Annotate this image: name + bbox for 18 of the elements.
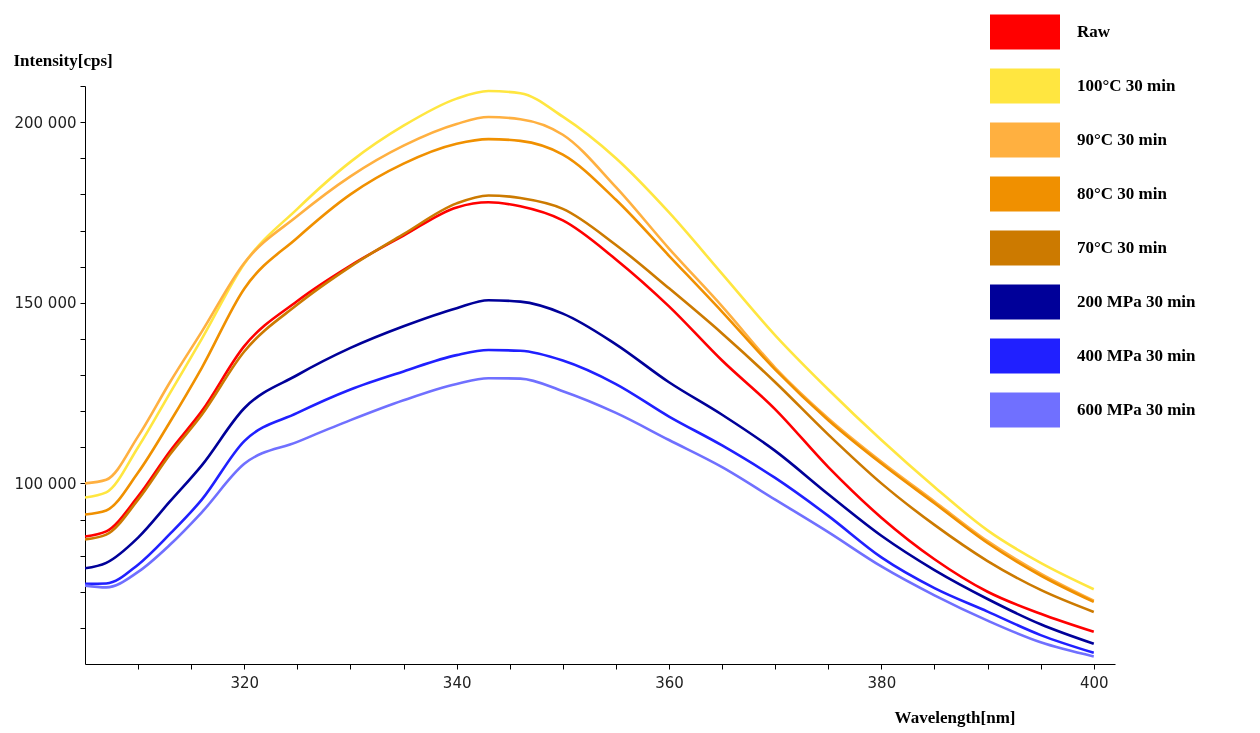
legend-label: 70°C 30 min [1077, 238, 1168, 257]
legend-label: 200 MPa 30 min [1077, 292, 1197, 311]
x-tick-label: 340 [442, 673, 472, 692]
x-tick-label: 320 [230, 673, 260, 692]
y-tick-label: 200 000 [14, 113, 77, 132]
legend-label: 400 MPa 30 min [1077, 346, 1197, 365]
y-axis-title: Intensity[cps] [13, 50, 113, 70]
x-tick-label: 360 [655, 673, 684, 692]
legend-label: 80°C 30 min [1077, 184, 1168, 203]
x-tick-label: 400 [1079, 673, 1109, 692]
legend-label: Raw [1077, 22, 1111, 41]
x-axis-title: Wavelength[nm] [894, 707, 1016, 727]
legend-label: 100°C 30 min [1077, 76, 1176, 95]
y-tick-label: 100 000 [14, 474, 77, 493]
legend-label: 600 MPa 30 min [1077, 400, 1197, 419]
legend-label: 90°C 30 min [1077, 130, 1168, 149]
y-tick-label: 150 000 [14, 294, 77, 313]
x-tick-label: 380 [867, 673, 897, 692]
